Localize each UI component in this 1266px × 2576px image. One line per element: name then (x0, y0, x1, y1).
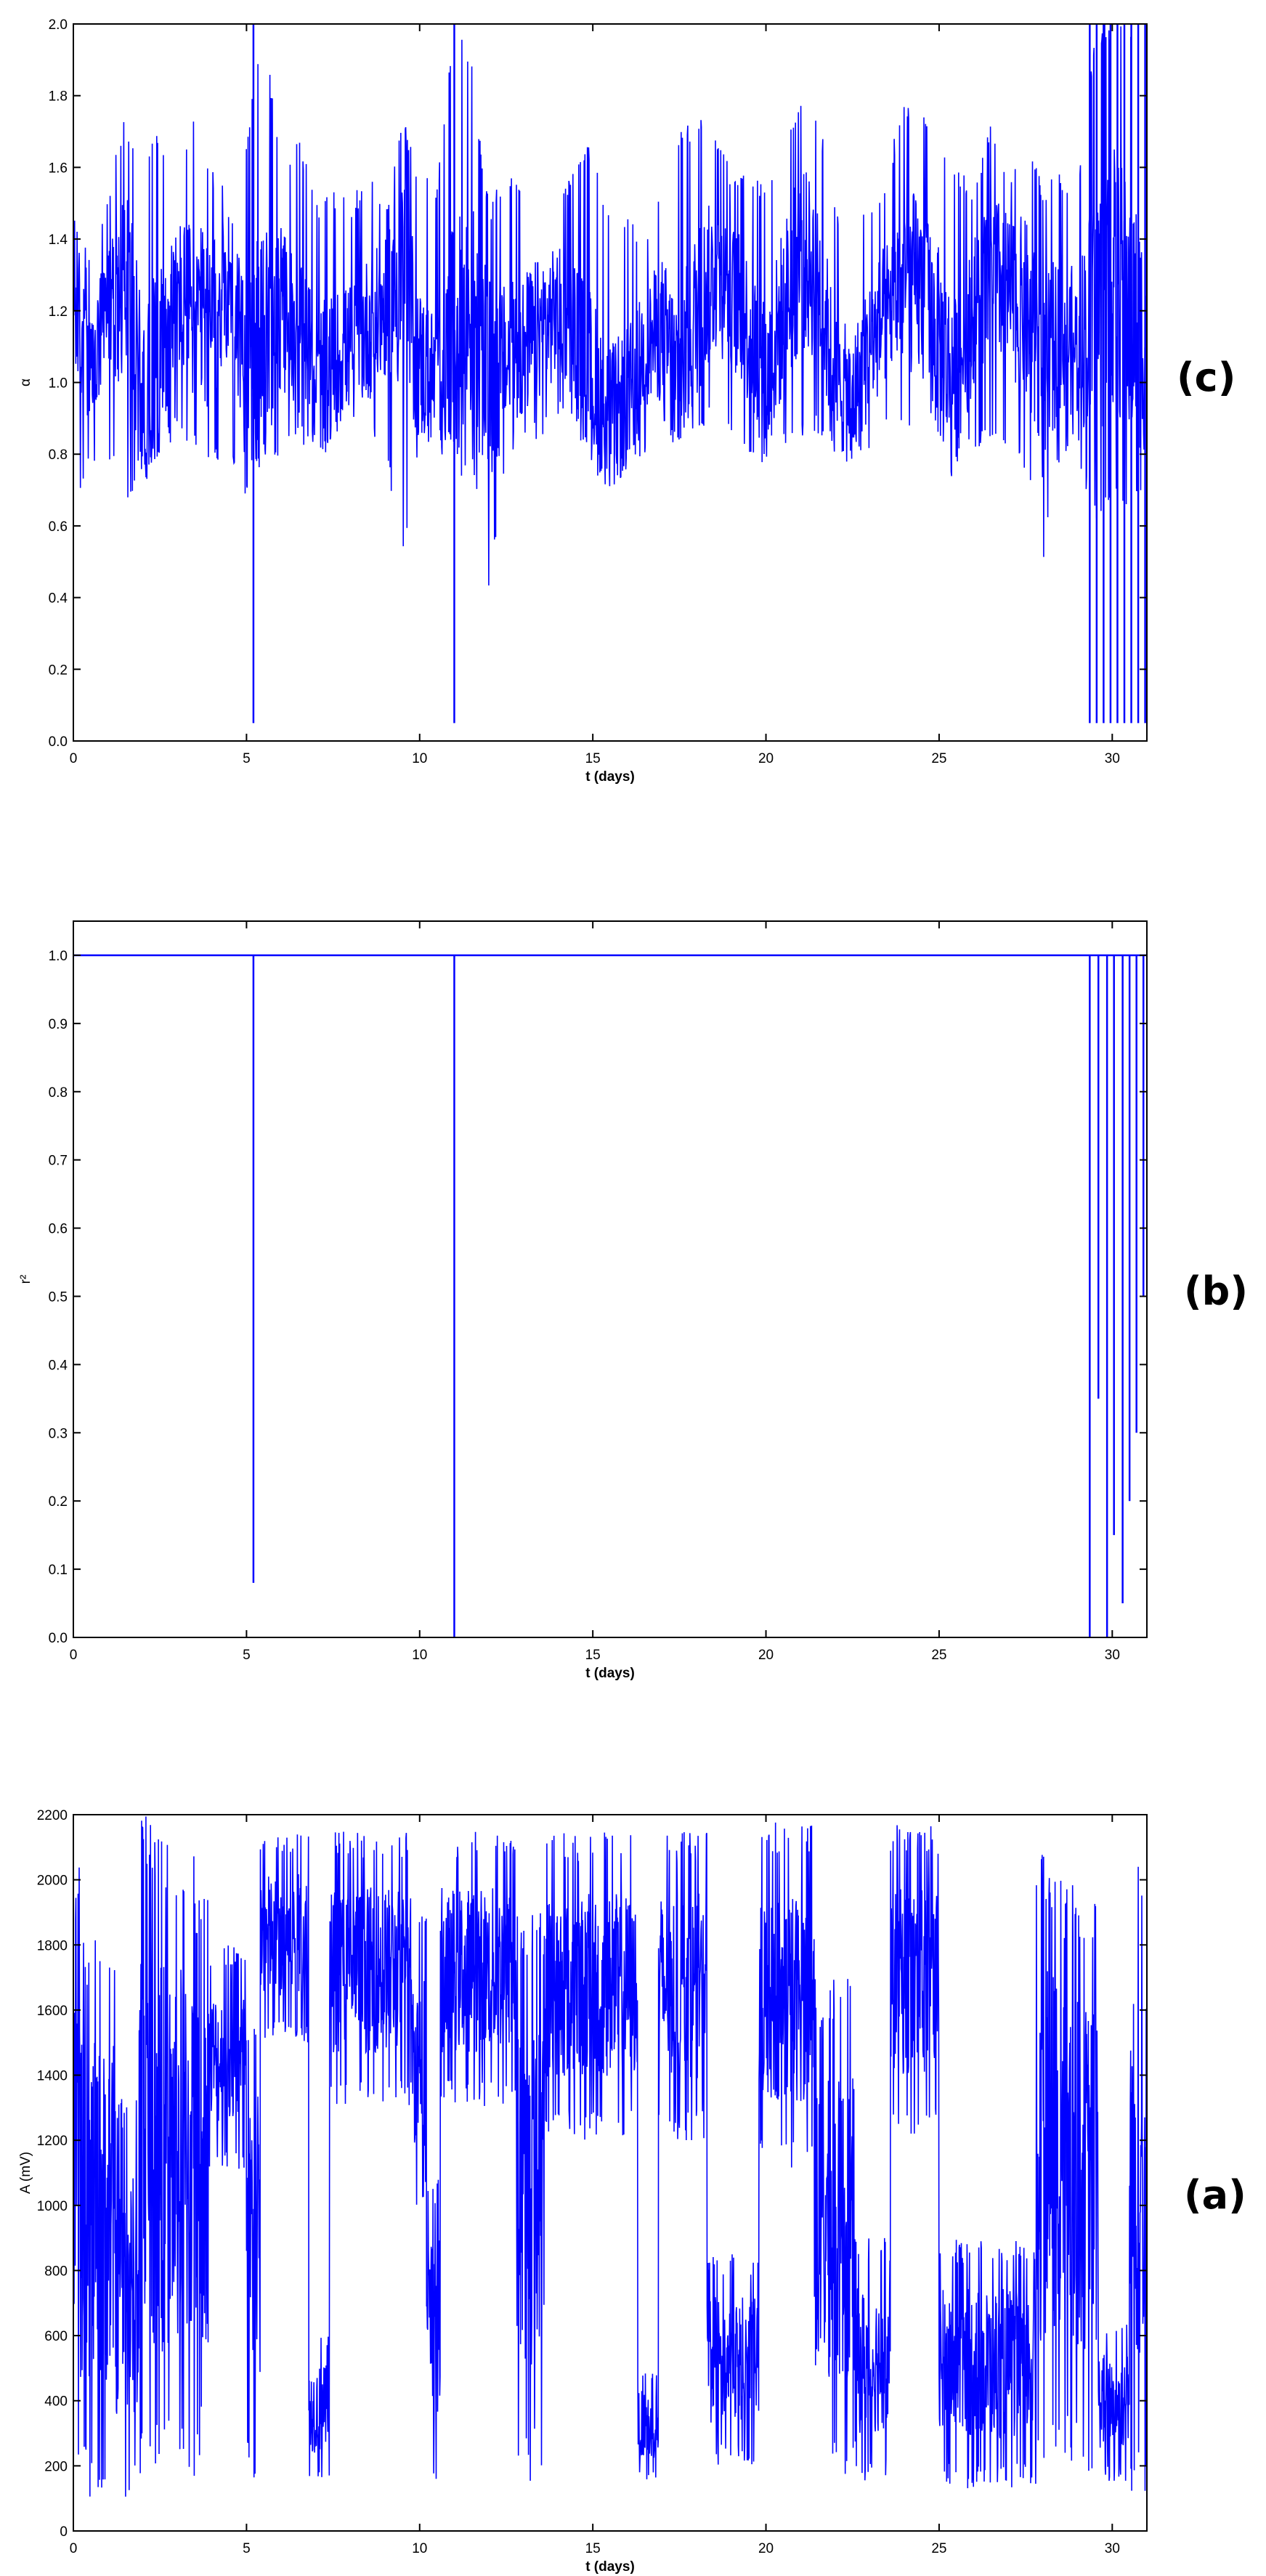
x-tick-label: 5 (243, 751, 251, 766)
y-tick-label: 0.2 (49, 1494, 68, 1510)
y-tick-label: 2.0 (49, 17, 68, 33)
y-tick-label: 0.6 (49, 519, 68, 535)
y-tick-label: 0.8 (49, 447, 68, 463)
y-tick-label: 600 (44, 2329, 68, 2344)
x-tick-label: 0 (70, 751, 78, 766)
y-tick-label: 1800 (37, 1938, 68, 1953)
y-tick-label: 1.8 (49, 89, 68, 105)
x-tick-label: 5 (243, 1648, 251, 1663)
y-axis-label: A (mV) (18, 2152, 33, 2194)
x-tick-label: 0 (70, 2541, 78, 2556)
y-tick-label: 800 (44, 2264, 68, 2279)
x-tick-label: 20 (758, 2541, 774, 2556)
y-tick-label: 1000 (37, 2199, 68, 2214)
y-tick-label: 0.1 (49, 1563, 68, 1578)
y-tick-label: 1.0 (49, 376, 68, 392)
y-tick-label: 0.6 (49, 1222, 68, 1237)
y-tick-label: 1600 (37, 2004, 68, 2019)
x-tick-label: 20 (758, 1648, 774, 1663)
y-tick-label: 0.9 (49, 1017, 68, 1032)
x-tick-label: 20 (758, 751, 774, 766)
x-tick-label: 25 (931, 751, 946, 766)
plot-area (73, 954, 1147, 1637)
y-tick-label: 1.2 (49, 304, 68, 320)
y-tick-label: 1.0 (49, 949, 68, 964)
y-tick-label: 400 (44, 2394, 68, 2410)
y-tick-label: 1.4 (49, 232, 68, 248)
y-axis-label: r² (18, 1275, 33, 1284)
panel-label-b: (b) (1184, 1268, 1249, 1314)
y-tick-label: 2000 (37, 1874, 68, 1889)
x-axis-label: t (days) (585, 769, 635, 785)
x-tick-label: 10 (412, 1648, 427, 1663)
x-tick-label: 30 (1105, 751, 1120, 766)
y-tick-label: 0.7 (49, 1154, 68, 1169)
y-tick-label: 0.4 (49, 1358, 68, 1373)
axes-frame (73, 920, 1148, 1638)
x-tick-label: 0 (70, 1648, 78, 1663)
x-tick-label: 10 (412, 751, 427, 766)
y-axis-label: α (18, 378, 33, 386)
y-tick-label: 0.2 (49, 663, 68, 678)
y-tick-label: 0.0 (49, 1631, 68, 1646)
y-tick-label: 2200 (37, 1808, 68, 1823)
x-tick-label: 5 (243, 2541, 251, 2556)
panel-label-a: (a) (1184, 2172, 1246, 2218)
y-tick-label: 1.6 (49, 161, 68, 176)
panel-label-c: (c) (1177, 355, 1236, 400)
y-tick-label: 1200 (37, 2134, 68, 2149)
x-tick-label: 25 (931, 1648, 946, 1663)
y-tick-label: 0.0 (49, 734, 68, 750)
y-tick-label: 0.4 (49, 591, 68, 607)
x-tick-label: 15 (585, 751, 601, 766)
axes-frame (73, 1814, 1148, 2532)
panel-c: 0 5 10 15 20 25 30 0.0 0.2 0.4 0.6 0.8 1.0 1.2 1.4 1.6 1… (18, 17, 1148, 785)
alpha-series-line (73, 24, 1147, 586)
y-tick-label: 0 (60, 2524, 68, 2540)
panel-b: 0 5 10 15 20 25 30 0.0 0.1 0.2 0.3 0.4 0.5 0.6 0.7 0.8 0… (18, 920, 1148, 1681)
y-tick-label: 200 (44, 2459, 68, 2474)
x-axis-label: t (days) (585, 1666, 635, 1681)
y-tick-label: 0.5 (49, 1289, 68, 1305)
panel-a: 0 5 10 15 20 25 30 0 200 400 600 800 1000 1200 1400 160… (18, 1808, 1148, 2575)
plot-area (73, 1816, 1147, 2497)
plot-area (73, 24, 1147, 724)
y-tick-label: 1400 (37, 2069, 68, 2084)
x-tick-label: 15 (585, 1648, 601, 1663)
y-tick-label: 0.3 (49, 1426, 68, 1441)
y-tick-label: 0.8 (49, 1085, 68, 1101)
amplitude-series-line (73, 1816, 1147, 2497)
x-tick-label: 30 (1105, 2541, 1120, 2556)
x-tick-label: 30 (1105, 1648, 1120, 1663)
x-tick-label: 15 (585, 2541, 601, 2556)
x-tick-label: 25 (931, 2541, 946, 2556)
x-axis-label: t (days) (585, 2559, 635, 2575)
x-tick-label: 10 (412, 2541, 427, 2556)
